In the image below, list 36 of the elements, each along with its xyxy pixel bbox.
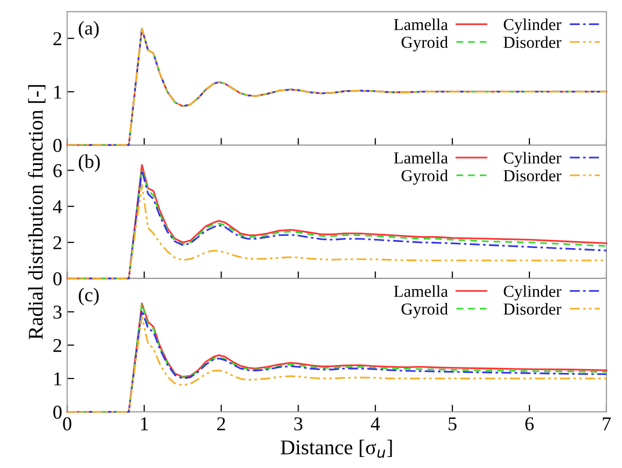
legend-label: Disorder xyxy=(504,36,562,48)
y-tick-label: 2 xyxy=(53,32,62,46)
x-tick-label: 0 xyxy=(63,417,72,430)
x-tick-label: 1 xyxy=(141,417,148,430)
y-tick-label: 2 xyxy=(53,339,62,352)
y-tick-label: 6 xyxy=(53,164,62,178)
y-tick-label: 1 xyxy=(54,372,62,386)
legend-label: Lamella xyxy=(394,18,448,30)
x-tick-label: 7 xyxy=(602,417,611,430)
y-tick-label: 0 xyxy=(53,406,62,419)
legend-label: Lamella xyxy=(394,152,448,164)
y-tick-label: 0 xyxy=(53,138,62,152)
x-axis-title: Distance [σ$_{u}$] xyxy=(280,440,392,458)
x-tick-label: 6 xyxy=(525,417,534,430)
y-axis-title: Radial distribution function [-] xyxy=(28,85,46,340)
legend-label: Gyroid xyxy=(402,170,448,185)
y-tick-label: 1 xyxy=(54,86,62,98)
y-tick-label: 0 xyxy=(53,272,62,286)
legend-label: Disorder xyxy=(504,170,562,182)
annotation: (b) xyxy=(78,154,100,172)
legend-label: Gyroid xyxy=(402,36,448,52)
legend-label: Lamella xyxy=(394,285,448,297)
legend-label: Gyroid xyxy=(402,302,448,318)
y-tick-label: 3 xyxy=(54,306,62,319)
legend-label: Disorder xyxy=(504,302,562,315)
y-tick-label: 4 xyxy=(52,200,62,214)
legend-label: Cylinder xyxy=(504,285,562,300)
x-tick-label: 4 xyxy=(370,417,380,430)
x-tick-label: 5 xyxy=(448,417,456,430)
x-tick-label: 3 xyxy=(294,417,302,430)
legend-label: Cylinder xyxy=(504,152,562,168)
annotation: (a) xyxy=(78,21,99,39)
annotation: (c) xyxy=(78,288,99,306)
x-tick-label: 2 xyxy=(217,417,226,430)
legend-label: Cylinder xyxy=(504,18,562,34)
y-tick-label: 2 xyxy=(53,236,62,250)
